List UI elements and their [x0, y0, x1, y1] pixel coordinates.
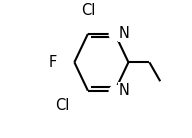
Text: Cl: Cl — [81, 3, 95, 18]
Text: N: N — [119, 83, 130, 98]
Text: N: N — [119, 83, 130, 98]
Text: N: N — [119, 26, 130, 41]
Text: N: N — [119, 26, 130, 41]
Text: Cl: Cl — [55, 98, 69, 113]
Text: F: F — [49, 55, 57, 70]
